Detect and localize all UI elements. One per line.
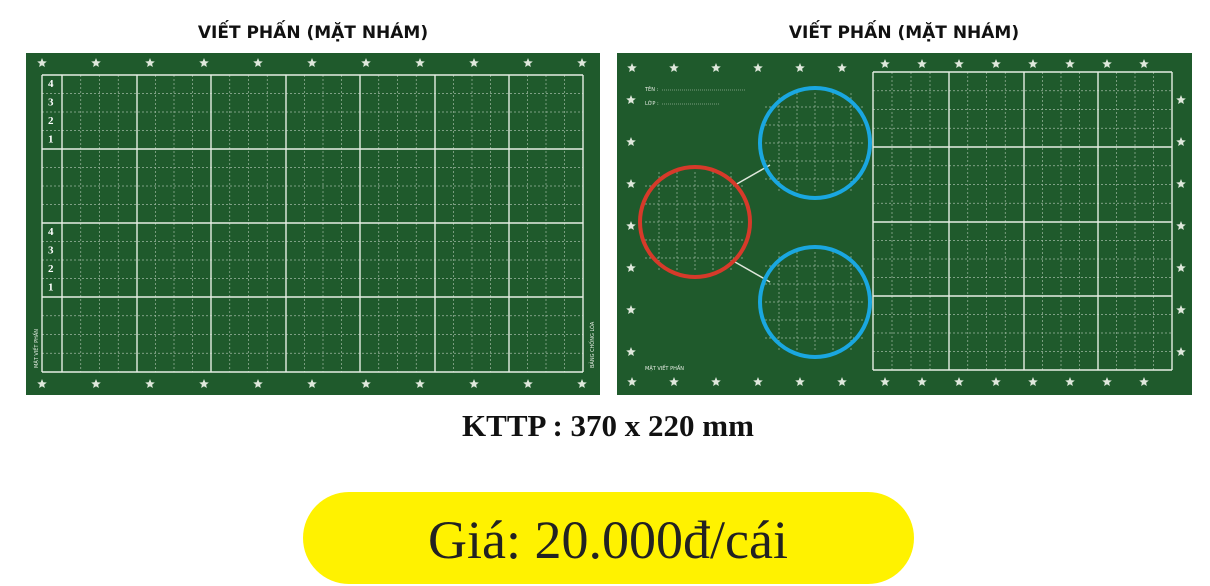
side-label: MẶT VIẾT PHẤN [645,364,684,372]
star [795,63,805,72]
star [626,221,636,230]
star [307,58,317,67]
row-number: 2 [48,263,54,275]
star [253,58,263,67]
star [711,63,721,72]
star [253,379,263,388]
star [37,58,47,67]
star [753,377,763,386]
star [954,59,964,68]
star [627,377,637,386]
star [361,379,371,388]
star [199,379,209,388]
star [1028,377,1038,386]
board-title: VIẾT PHẤN (MẶT NHÁM) [789,19,1019,43]
size-label: KTTP : 370 x 220 mm [462,408,754,443]
star [1176,179,1186,188]
star [991,59,1001,68]
side-label: MẶT VIẾT PHẤN [32,329,40,368]
star [577,58,587,67]
star [954,377,964,386]
star [1176,95,1186,104]
star [415,379,425,388]
price-badge [303,492,914,584]
star [917,59,927,68]
circle [758,86,872,200]
star [1065,377,1075,386]
field-label: LỚP : [645,100,659,107]
star [626,95,636,104]
star [837,63,847,72]
star [199,58,209,67]
star [469,58,479,67]
star [361,58,371,67]
star [669,377,679,386]
star [1065,59,1075,68]
star [1102,59,1112,68]
row-number: 4 [48,226,54,238]
star [145,379,155,388]
star [469,379,479,388]
star [577,379,587,388]
star [37,379,47,388]
star [626,179,636,188]
board-decor: 4 3 2 1 4 3 2 1 MẶT VIẾT PHẤN BẢNG CHỐNG LÓA TÊN :… [32,58,1186,388]
star [626,305,636,314]
star [626,347,636,356]
field-label: TÊN : [644,85,659,93]
star [1139,377,1149,386]
star [91,58,101,67]
star [415,58,425,67]
row-number: 1 [48,282,54,294]
star [711,377,721,386]
star [1139,59,1149,68]
star [1176,137,1186,146]
row-number: 3 [48,97,54,109]
price-label: Giá: 20.000đ/cái [428,510,788,570]
star [795,377,805,386]
star [91,379,101,388]
row-number: 3 [48,245,54,257]
circle [638,165,752,279]
board-right [617,53,1192,395]
star [523,58,533,67]
star [837,377,847,386]
star [307,379,317,388]
star [1176,221,1186,230]
star [991,377,1001,386]
star [626,137,636,146]
side-label: BẢNG CHỐNG LÓA [588,321,596,368]
star [1176,305,1186,314]
star [523,379,533,388]
star [669,63,679,72]
board-left [26,53,600,395]
star [626,263,636,272]
star [753,63,763,72]
star [627,63,637,72]
star [880,377,890,386]
star [917,377,927,386]
star [1176,347,1186,356]
star [880,59,890,68]
board-title: VIẾT PHẤN (MẶT NHÁM) [198,19,428,43]
star [1176,263,1186,272]
circle [758,245,872,359]
row-number: 2 [48,115,54,127]
row-number: 4 [48,78,54,90]
star [145,58,155,67]
star [1102,377,1112,386]
row-number: 1 [48,134,54,146]
star [1028,59,1038,68]
